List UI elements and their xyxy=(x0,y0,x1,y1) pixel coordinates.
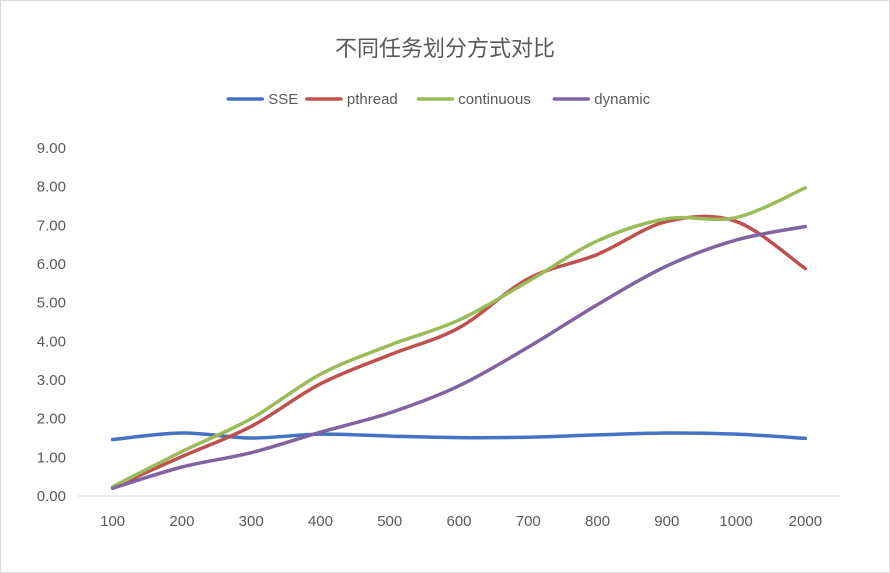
series-line-dynamic xyxy=(110,224,808,491)
series-lines xyxy=(110,186,808,491)
legend-item-sse: SSE xyxy=(226,91,298,108)
x-tick-label: 700 xyxy=(516,513,541,530)
chart-title: 不同任务划分方式对比 xyxy=(334,37,555,62)
legend-item-dynamic: dynamic xyxy=(552,91,651,108)
y-tick-label: 9.00 xyxy=(37,140,66,157)
y-tick-label: 1.00 xyxy=(37,449,66,466)
y-tick-label: 0.00 xyxy=(37,488,66,505)
legend-label: pthread xyxy=(347,91,398,108)
legend-label: dynamic xyxy=(594,91,650,108)
y-tick-label: 2.00 xyxy=(37,411,66,428)
x-tick-label: 200 xyxy=(169,513,194,530)
legend-label: continuous xyxy=(458,91,531,108)
x-tick-label: 800 xyxy=(585,513,610,530)
x-tick-label: 400 xyxy=(308,513,333,530)
series-line-continuous xyxy=(110,186,808,489)
y-tick-label: 8.00 xyxy=(37,179,66,196)
legend-item-continuous: continuous xyxy=(416,91,531,108)
x-tick-label: 500 xyxy=(377,513,402,530)
y-tick-label: 3.00 xyxy=(37,372,66,389)
y-tick-label: 6.00 xyxy=(37,256,66,273)
series-line-pthread xyxy=(110,214,808,490)
x-tick-label: 600 xyxy=(446,513,471,530)
x-tick-label: 300 xyxy=(239,513,264,530)
x-tick-label: 900 xyxy=(654,513,679,530)
x-tick-label: 100 xyxy=(100,513,125,530)
legend-item-pthread: pthread xyxy=(305,91,398,108)
x-tick-label: 1000 xyxy=(719,513,752,530)
y-axis: 0.00 1.00 2.00 3.00 4.00 5.00 6.00 7.00 8.00 9.00 xyxy=(37,140,66,505)
legend-label: SSE xyxy=(268,91,298,108)
x-tick-label: 2000 xyxy=(789,513,822,530)
y-tick-label: 7.00 xyxy=(37,217,66,234)
y-tick-label: 5.00 xyxy=(37,295,66,312)
y-tick-label: 4.00 xyxy=(37,333,66,350)
legend: SSE pthread continuous dynamic xyxy=(226,91,651,108)
x-axis: 100 200 300 400 500 600 700 800 900 1000 2000 xyxy=(78,495,840,530)
